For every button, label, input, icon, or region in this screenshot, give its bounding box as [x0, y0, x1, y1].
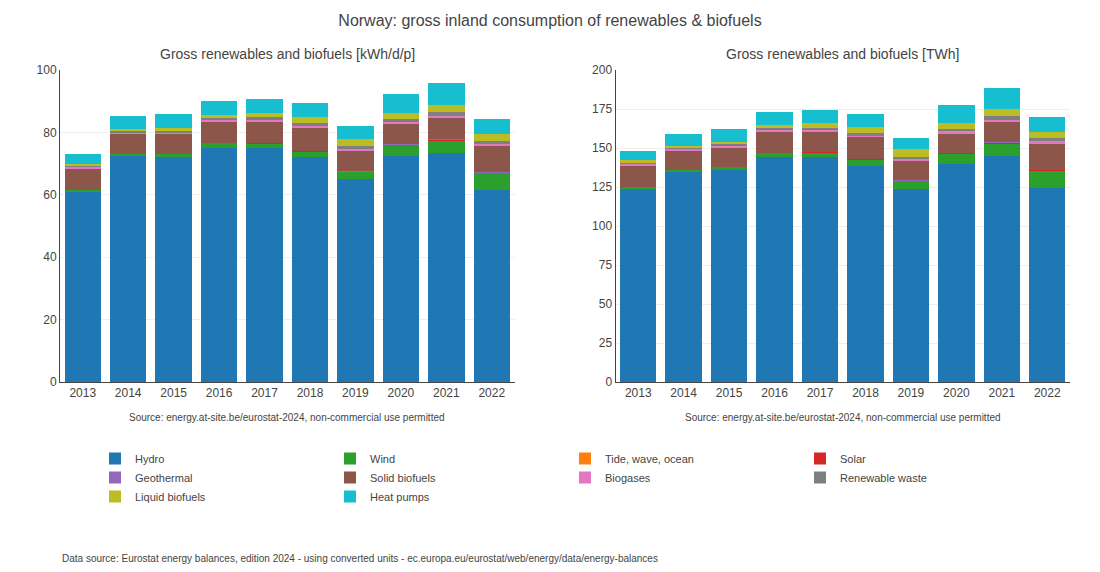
- svg-text:50: 50: [599, 297, 613, 311]
- svg-text:Norway: gross inland consumpti: Norway: gross inland consumption of rene…: [338, 12, 761, 29]
- svg-text:Hydro: Hydro: [135, 453, 164, 465]
- svg-text:2015: 2015: [716, 386, 743, 400]
- svg-text:60: 60: [43, 188, 57, 202]
- svg-text:2018: 2018: [297, 386, 324, 400]
- svg-text:2021: 2021: [433, 386, 460, 400]
- svg-text:2015: 2015: [160, 386, 187, 400]
- svg-text:175: 175: [592, 102, 612, 116]
- svg-text:Solid biofuels: Solid biofuels: [370, 472, 436, 484]
- svg-text:Renewable waste: Renewable waste: [840, 472, 927, 484]
- svg-text:2013: 2013: [625, 386, 652, 400]
- svg-text:2016: 2016: [761, 386, 788, 400]
- svg-text:Biogases: Biogases: [605, 472, 651, 484]
- svg-text:Gross renewables and biofuels: Gross renewables and biofuels [kWh/d/p]: [160, 46, 415, 62]
- svg-text:2017: 2017: [807, 386, 834, 400]
- svg-text:Source: energy.at-site.be/euro: Source: energy.at-site.be/eurostat-2024,…: [129, 412, 445, 423]
- svg-text:40: 40: [43, 250, 57, 264]
- svg-text:75: 75: [599, 258, 613, 272]
- svg-text:Wind: Wind: [370, 453, 395, 465]
- svg-text:Source: energy.at-site.be/euro: Source: energy.at-site.be/eurostat-2024,…: [685, 412, 1001, 423]
- svg-text:2020: 2020: [388, 386, 415, 400]
- svg-text:0: 0: [605, 375, 612, 389]
- svg-text:Tide, wave, ocean: Tide, wave, ocean: [605, 453, 694, 465]
- svg-text:150: 150: [592, 141, 612, 155]
- svg-text:2020: 2020: [943, 386, 970, 400]
- svg-text:2017: 2017: [251, 386, 278, 400]
- svg-text:100: 100: [592, 219, 612, 233]
- svg-text:2013: 2013: [69, 386, 96, 400]
- svg-text:20: 20: [43, 313, 57, 327]
- svg-text:200: 200: [592, 63, 612, 77]
- svg-text:2022: 2022: [1034, 386, 1061, 400]
- svg-text:80: 80: [43, 126, 57, 140]
- svg-text:2016: 2016: [206, 386, 233, 400]
- svg-text:25: 25: [599, 336, 613, 350]
- svg-text:Geothermal: Geothermal: [135, 472, 192, 484]
- svg-text:2019: 2019: [342, 386, 369, 400]
- svg-text:Liquid biofuels: Liquid biofuels: [135, 491, 206, 503]
- svg-text:100: 100: [37, 63, 57, 77]
- svg-text:Gross renewables and biofuels: Gross renewables and biofuels [TWh]: [726, 46, 959, 62]
- svg-text:2018: 2018: [852, 386, 879, 400]
- svg-text:2021: 2021: [988, 386, 1015, 400]
- svg-text:2014: 2014: [115, 386, 142, 400]
- svg-text:125: 125: [592, 180, 612, 194]
- svg-text:Solar: Solar: [840, 453, 866, 465]
- svg-text:2014: 2014: [670, 386, 697, 400]
- svg-text:2022: 2022: [478, 386, 505, 400]
- svg-text:0: 0: [50, 375, 57, 389]
- svg-text:Data source: Eurostat energy b: Data source: Eurostat energy balances, e…: [62, 553, 658, 564]
- svg-text:Heat pumps: Heat pumps: [370, 491, 430, 503]
- svg-text:2019: 2019: [898, 386, 925, 400]
